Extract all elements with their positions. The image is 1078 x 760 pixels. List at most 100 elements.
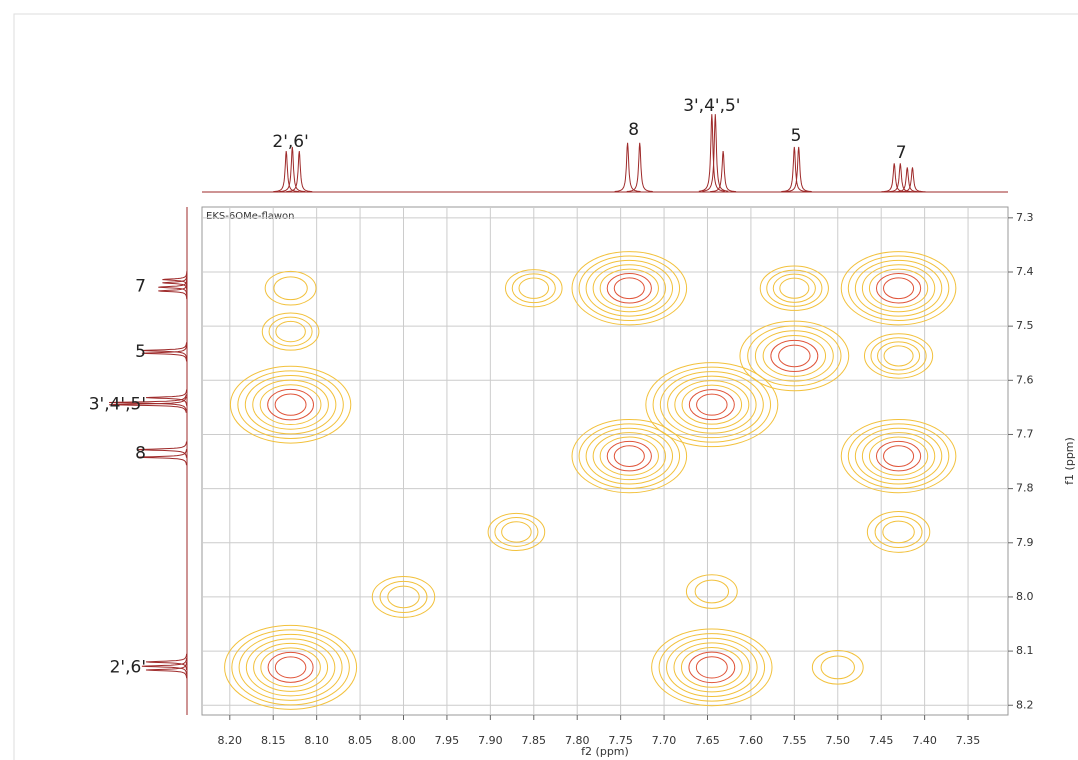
- top-peak-label: 2',6': [272, 132, 308, 152]
- y-tick-label: 7.9: [1016, 536, 1034, 549]
- left-projection-line: [109, 394, 187, 411]
- contour-ring: [274, 393, 307, 416]
- contour-ring: [840, 251, 957, 326]
- contour-ring: [268, 316, 313, 347]
- contour-ring: [613, 445, 645, 467]
- left-peak-label: 3',4',5': [89, 395, 146, 415]
- contour-ring: [606, 440, 652, 472]
- left-projection-line: [158, 279, 188, 296]
- contour-ring: [875, 440, 922, 472]
- contour-ring: [861, 432, 936, 481]
- contour-ring: [840, 419, 957, 494]
- contour-ring: [599, 436, 659, 476]
- contour-ring: [578, 423, 681, 489]
- contour-ring: [854, 427, 943, 485]
- x-tick-label: 8.20: [218, 734, 243, 747]
- x-tick-label: 7.40: [912, 734, 937, 747]
- contour-ring: [658, 633, 766, 702]
- contour-ring: [379, 580, 428, 614]
- y-axis-label: f1 (ppm): [1063, 437, 1076, 485]
- top-projection-line: [614, 142, 641, 192]
- contour-ring: [870, 337, 927, 375]
- contour-ring: [571, 251, 688, 326]
- top-projection-line: [273, 150, 300, 193]
- x-tick-label: 7.35: [956, 734, 981, 747]
- contour-ring: [779, 277, 810, 299]
- top-peak-label: 8: [628, 120, 639, 140]
- left-projection-line: [109, 396, 187, 413]
- contour-ring: [754, 330, 834, 382]
- contour-ring: [688, 389, 735, 421]
- contour-ring: [237, 370, 344, 439]
- left-projection-line: [162, 274, 188, 292]
- top-peak-label: 3',4',5': [683, 96, 740, 116]
- contour-ring: [599, 268, 659, 308]
- contour-ring: [592, 264, 666, 313]
- contour-ring: [260, 647, 321, 688]
- x-tick-label: 7.55: [782, 734, 807, 747]
- contour-ring: [770, 339, 819, 373]
- contour-ring: [518, 277, 550, 299]
- contour-ring: [592, 432, 666, 481]
- contour-ring: [261, 312, 320, 351]
- top-projection-line: [698, 114, 725, 192]
- contour-ring: [667, 375, 757, 434]
- y-tick-label: 7.3: [1016, 211, 1034, 224]
- contour-ring: [883, 345, 914, 367]
- x-tick-label: 8.00: [391, 734, 416, 747]
- x-tick-label: 7.80: [565, 734, 590, 747]
- top-peak-label: 5: [791, 126, 802, 146]
- top-projection-line: [702, 114, 729, 192]
- contour-ring: [501, 521, 532, 543]
- contour-ring: [747, 325, 842, 387]
- contour-ring: [613, 277, 645, 300]
- contour-ring: [694, 579, 730, 604]
- contour-ring: [778, 344, 811, 368]
- contour-ring: [652, 366, 772, 443]
- left-projection-line: [162, 271, 188, 288]
- y-tick-label: 7.5: [1016, 319, 1034, 332]
- y-tick-label: 8.1: [1016, 644, 1034, 657]
- contour-ring: [811, 650, 864, 685]
- y-tick-label: 7.4: [1016, 265, 1034, 278]
- contour-ring: [847, 423, 950, 489]
- x-tick-label: 7.65: [695, 734, 720, 747]
- contour-ring: [585, 259, 674, 317]
- contour-ring: [854, 259, 943, 317]
- contour-ring: [229, 365, 352, 444]
- x-tick-label: 7.70: [652, 734, 677, 747]
- contour-ring: [868, 436, 929, 476]
- contour-ring: [511, 273, 556, 304]
- contour-ring: [863, 333, 934, 379]
- contour-ring: [494, 517, 539, 547]
- y-tick-label: 7.6: [1016, 373, 1034, 386]
- left-projection-line: [141, 657, 188, 675]
- x-tick-label: 7.90: [478, 734, 503, 747]
- contour-ring: [674, 380, 750, 430]
- contour-ring: [847, 255, 950, 321]
- plot-area: [201, 206, 1009, 716]
- left-peak-label: 7: [135, 277, 146, 297]
- contour-ring: [585, 427, 674, 485]
- contour-ring: [264, 270, 317, 306]
- contour-ring: [868, 268, 929, 308]
- contour-ring: [696, 393, 728, 416]
- left-peak-label: 5: [135, 342, 146, 362]
- contour-ring: [252, 379, 329, 430]
- x-tick-label: 7.95: [435, 734, 460, 747]
- contour-ring: [231, 629, 350, 706]
- left-projection-line: [141, 342, 188, 359]
- top-projection-line: [781, 146, 808, 193]
- contour-ring: [772, 273, 816, 303]
- left-peak-label: 8: [135, 443, 146, 463]
- contour-ring: [224, 624, 358, 710]
- contour-ring: [866, 511, 931, 553]
- contour-ring: [578, 255, 681, 321]
- contour-ring: [874, 515, 923, 549]
- contour-ring: [875, 272, 922, 304]
- x-tick-label: 7.50: [826, 734, 851, 747]
- top-peak-label: 7: [896, 143, 907, 163]
- contour-ring: [387, 585, 420, 609]
